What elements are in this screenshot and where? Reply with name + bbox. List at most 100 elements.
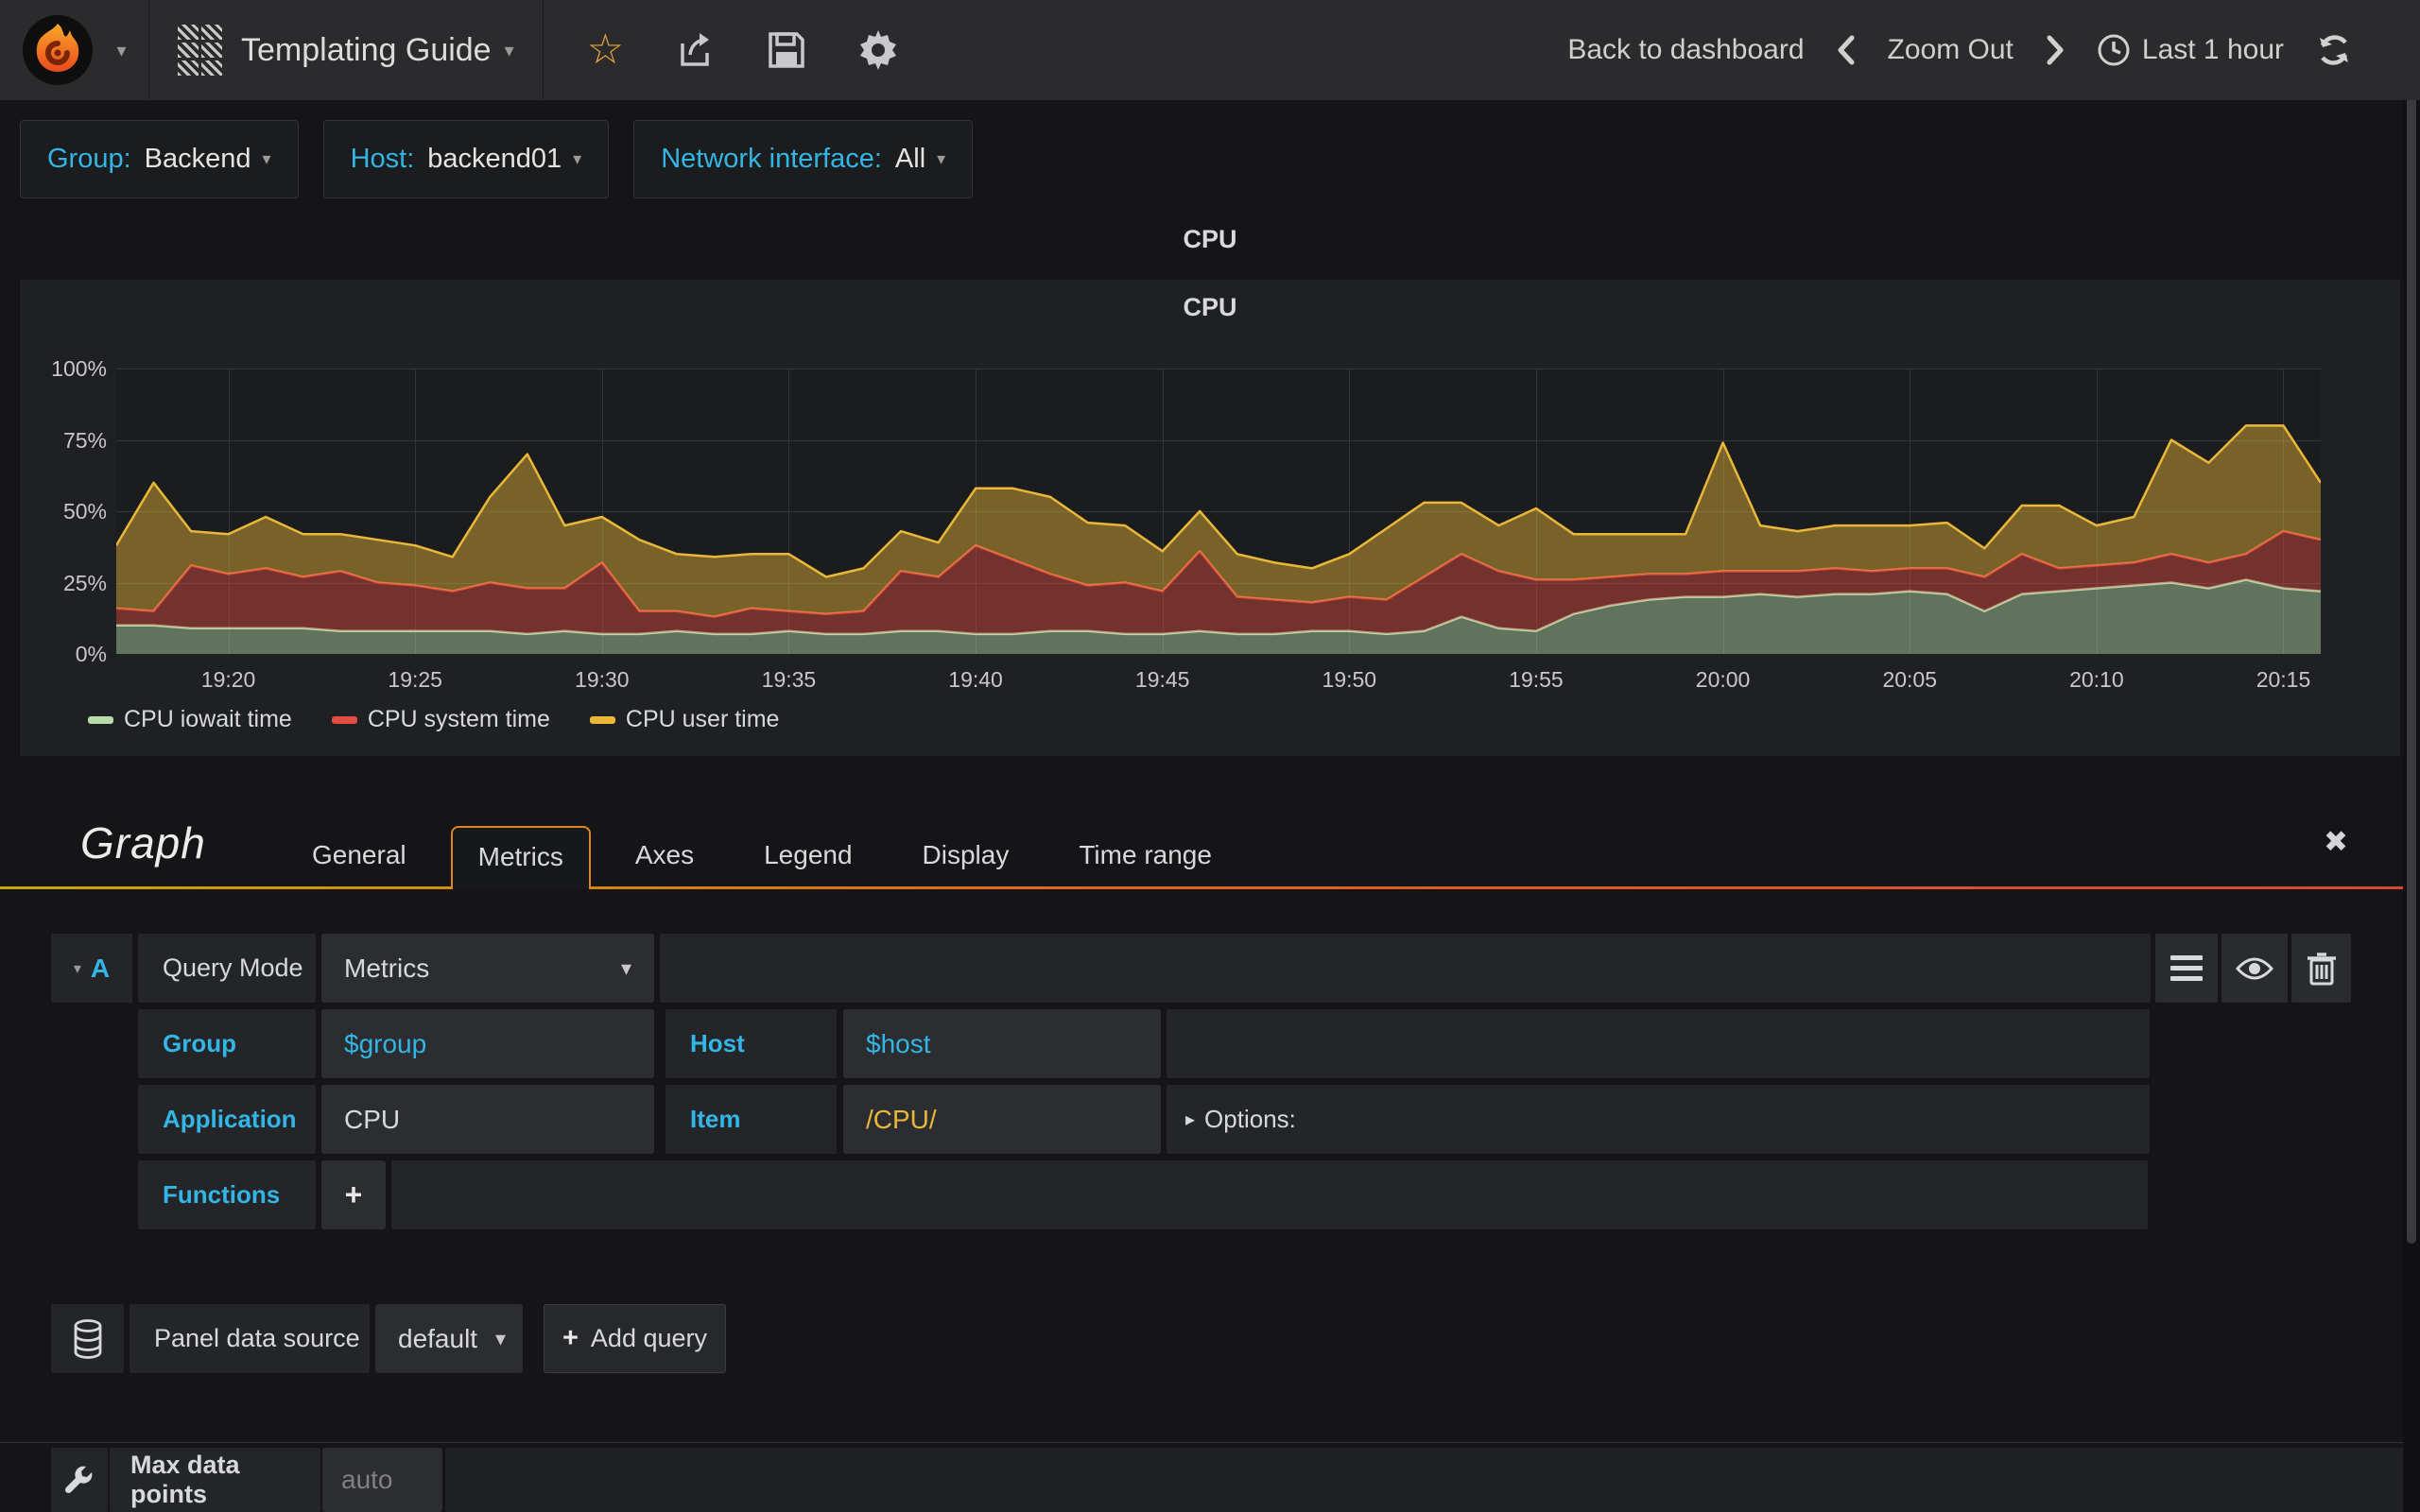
section-divider (0, 1442, 2404, 1443)
query-toggle-visibility-button[interactable] (2221, 934, 2288, 1003)
options-seg: ▸ Options: (1167, 1085, 2150, 1154)
x-tick-label: 19:30 (575, 667, 630, 692)
dashboard-title-picker[interactable]: Templating Guide ▾ (149, 0, 544, 100)
select-caret-icon: ▾ (620, 955, 631, 980)
close-editor-icon[interactable]: ✖ (2324, 825, 2348, 858)
tab-general[interactable]: General (312, 840, 406, 869)
tab-metrics[interactable]: Metrics (450, 826, 591, 889)
wrench-icon-seg (51, 1448, 108, 1512)
functions-label-seg: Functions (138, 1160, 316, 1229)
cpu-chart[interactable] (114, 369, 2323, 655)
x-tick-label: 19:25 (388, 667, 442, 692)
series-area (116, 425, 2321, 617)
scrollbar-thumb[interactable] (2407, 6, 2416, 1244)
host-label-seg: Host (666, 1009, 837, 1078)
y-tick-label: 75% (62, 427, 107, 453)
query-mode-select[interactable]: Metrics ▾ (321, 934, 654, 1003)
y-tick-label: 100% (51, 356, 107, 381)
legend-label: CPU iowait time (124, 706, 292, 732)
tab-time-range[interactable]: Time range (1079, 840, 1212, 869)
x-tick-label: 19:40 (948, 667, 1003, 692)
datasource-icon-seg (51, 1304, 124, 1373)
tab-display[interactable]: Display (922, 840, 1010, 869)
legend-label: CPU user time (625, 706, 780, 732)
legend-swatch (331, 715, 357, 724)
query-ref-id: A (90, 953, 111, 983)
query-mode-label-seg: Query Mode (138, 934, 316, 1003)
zoom-right-chevron-icon[interactable] (2044, 33, 2066, 67)
time-picker[interactable]: Last 1 hour (2097, 33, 2284, 67)
y-tick-label: 50% (62, 499, 107, 524)
chevron-down-icon: ▾ (262, 149, 271, 168)
eye-icon (2235, 954, 2274, 983)
variable-chip-2[interactable]: Host: backend01 ▾ (322, 120, 610, 198)
query-delete-button[interactable] (2291, 934, 2351, 1003)
options-toggle[interactable]: ▸ Options: (1185, 1105, 1296, 1133)
variable-value: backend01 (427, 144, 562, 174)
save-icon[interactable] (766, 29, 807, 71)
scrollbar-track[interactable] (2403, 0, 2420, 1512)
collapse-caret-icon: ▾ (73, 960, 81, 977)
x-tick-label: 19:55 (1509, 667, 1564, 692)
title-caret-icon: ▾ (504, 40, 514, 61)
variable-label: Network interface: (661, 144, 882, 174)
x-tick-label: 20:10 (2069, 667, 2124, 692)
x-tick-label: 19:35 (761, 667, 817, 692)
zoom-left-chevron-icon[interactable] (1835, 33, 1858, 67)
legend-label: CPU system time (367, 706, 550, 732)
host-value-input[interactable]: $host (843, 1009, 1161, 1078)
chevron-down-icon: ▾ (937, 149, 946, 168)
add-query-button[interactable]: + Add query (544, 1304, 726, 1373)
x-tick-label: 20:15 (2256, 667, 2311, 692)
panel-header-title: CPU (1183, 225, 1237, 253)
grafana-logo-menu[interactable]: ▾ (0, 0, 149, 100)
legend-swatch (589, 715, 615, 724)
variable-label: Group: (47, 144, 131, 174)
query-row-filler (1167, 1009, 2150, 1078)
row-filler (445, 1448, 2404, 1512)
group-label-seg: Group (138, 1009, 316, 1078)
item-value-input[interactable]: /CPU/ (843, 1085, 1161, 1154)
series-area (116, 531, 2321, 634)
y-tick-label: 0% (75, 642, 107, 666)
panel-editor-header: Graph General Metrics Axes Legend Display Tim… (0, 756, 2420, 889)
options-triangle-icon: ▸ (1185, 1109, 1196, 1130)
legend-item[interactable]: CPU system time (331, 706, 550, 733)
query-row-functions: Functions + (51, 1160, 2148, 1229)
select-caret-icon: ▾ (494, 1326, 506, 1350)
variable-chip-3[interactable]: Network interface: All ▾ (633, 120, 974, 198)
tab-legend[interactable]: Legend (764, 840, 853, 869)
max-data-points-input[interactable]: auto (322, 1448, 442, 1512)
tab-axes[interactable]: Axes (634, 840, 695, 869)
back-to-dashboard-link[interactable]: Back to dashboard (1567, 34, 1805, 65)
legend-item[interactable]: CPU user time (589, 706, 780, 733)
add-function-button[interactable]: + (321, 1160, 386, 1229)
database-icon (70, 1318, 106, 1360)
plus-icon: + (562, 1323, 579, 1353)
query-collapse-toggle[interactable]: ▾ A (51, 934, 132, 1003)
chart-legend: CPU iowait time CPU system time CPU user t… (88, 706, 779, 733)
share-icon[interactable] (673, 28, 717, 72)
item-label-seg: Item (666, 1085, 837, 1154)
menu-icon (2170, 955, 2203, 981)
application-value-input[interactable]: CPU (321, 1085, 654, 1154)
wrench-icon (62, 1463, 96, 1497)
x-tick-label: 20:00 (1695, 667, 1751, 692)
dashboard-grid-icon (178, 25, 222, 76)
query-row-group-host: Group $group Host $host (51, 1009, 2150, 1078)
legend-item[interactable]: CPU iowait time (88, 706, 292, 733)
variable-value: All (894, 144, 926, 174)
panel-header[interactable]: CPU (0, 199, 2420, 280)
settings-gear-icon[interactable] (856, 28, 900, 72)
query-row-a: ▾ A Query Mode Metrics ▾ (51, 934, 2351, 1003)
datasource-select[interactable]: default ▾ (375, 1304, 523, 1373)
time-range-label: Last 1 hour (2141, 34, 2284, 65)
refresh-icon[interactable] (2314, 30, 2354, 70)
clock-icon (2097, 33, 2131, 67)
group-value-input[interactable]: $group (321, 1009, 654, 1078)
query-menu-button[interactable] (2155, 934, 2218, 1003)
zoom-out-button[interactable]: Zoom Out (1887, 34, 2014, 65)
star-icon[interactable]: ☆ (586, 26, 625, 73)
graph-title: CPU (1183, 293, 1237, 321)
variable-chip-1[interactable]: Group: Backend ▾ (20, 120, 299, 198)
